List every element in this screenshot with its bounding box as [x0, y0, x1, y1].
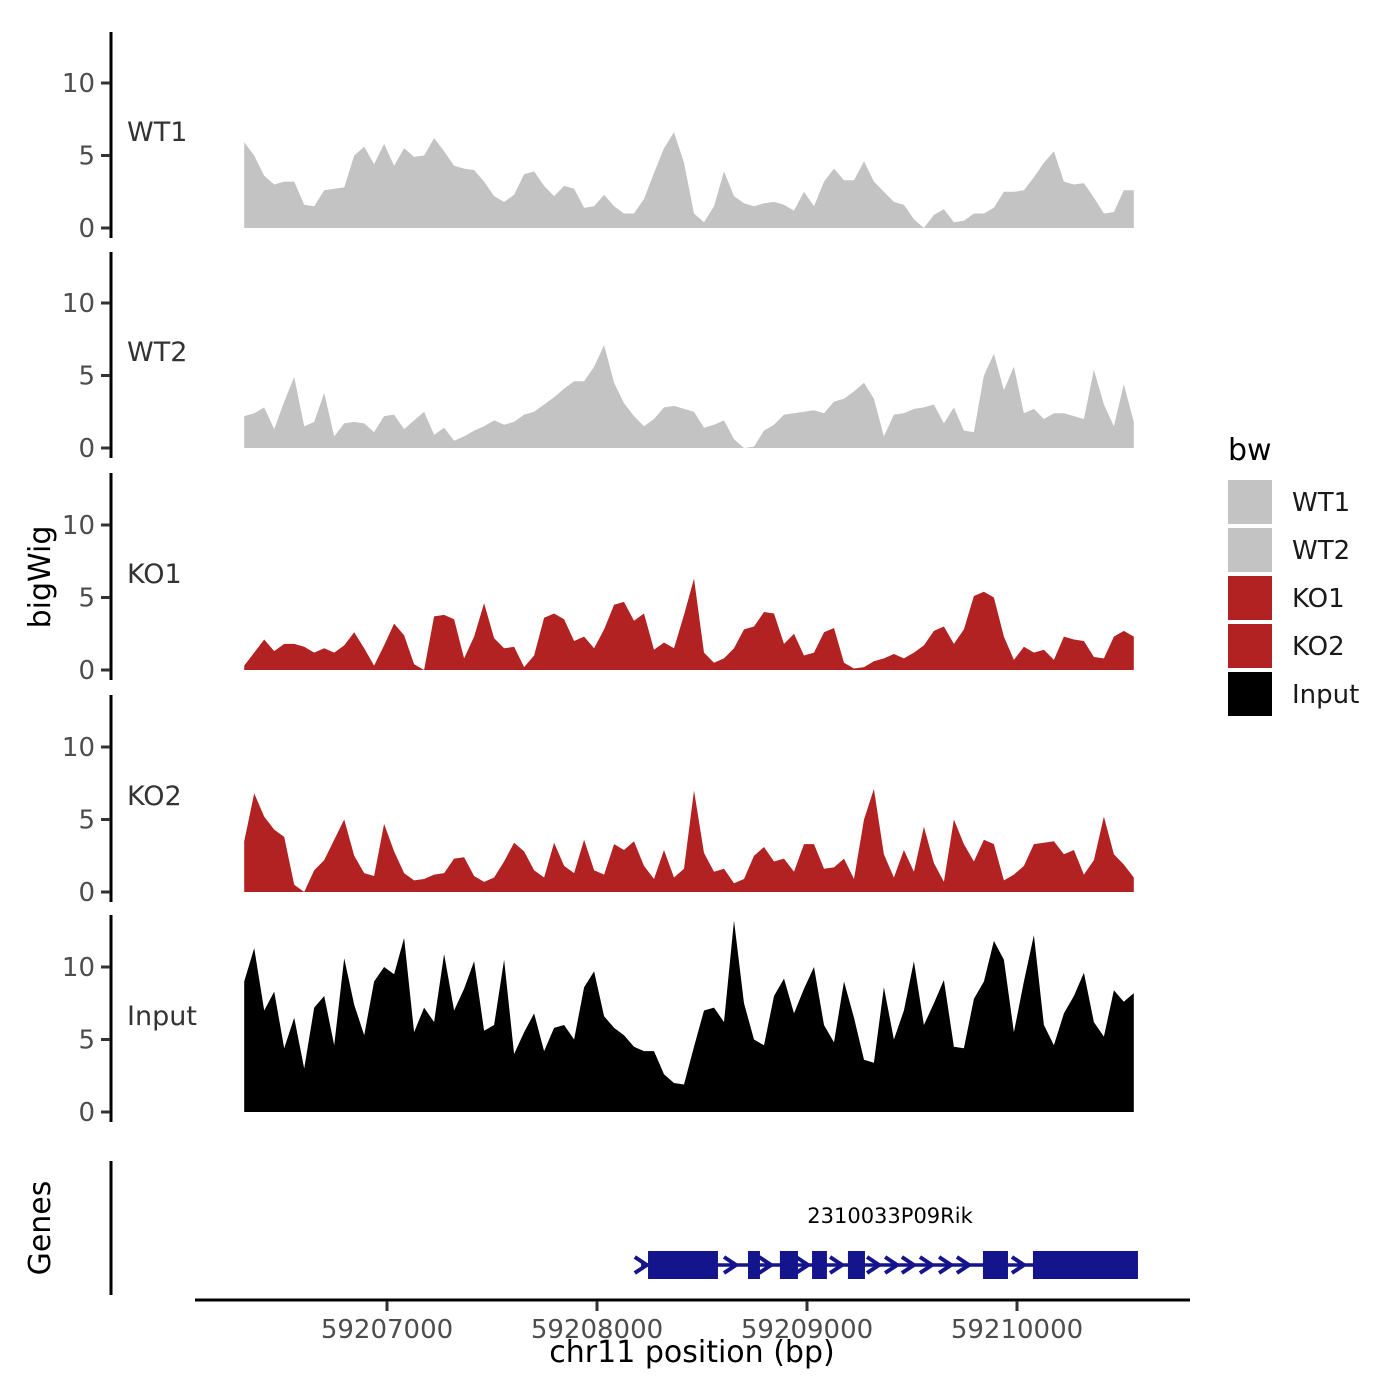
- track-input: 0 5 10 Input: [62, 915, 1134, 1128]
- x-axis-title: chr11 position (bp): [549, 1335, 834, 1370]
- strand-arrow-icon: [722, 1255, 740, 1275]
- coverage-area-ko1: [244, 578, 1134, 670]
- y-tick-label: 10: [62, 69, 95, 99]
- y-tick-label: 5: [78, 584, 95, 614]
- gene-exon: [812, 1251, 827, 1279]
- gene-exon: [982, 1251, 1008, 1279]
- strand-arrow-icon: [633, 1255, 651, 1275]
- legend-label: WT2: [1292, 536, 1350, 566]
- coverage-area-input: [244, 920, 1134, 1112]
- track-label-wt1: WT1: [127, 117, 187, 148]
- track-label-ko2: KO2: [127, 781, 182, 812]
- gene-name-label: 2310033P09Rik: [807, 1204, 973, 1228]
- legend-label: KO1: [1292, 584, 1345, 614]
- strand-arrow-icon: [918, 1255, 936, 1275]
- y-tick-label: 0: [78, 656, 95, 686]
- y-tick-label: 0: [78, 878, 95, 908]
- legend-label: WT1: [1292, 488, 1350, 518]
- y-tick-label: 0: [78, 214, 95, 244]
- strand-arrow-icon: [828, 1255, 846, 1275]
- strand-arrow-icon: [1010, 1255, 1028, 1275]
- track-label-ko1: KO1: [127, 559, 182, 590]
- track-ko1: 0 5 10 KO1: [62, 473, 1134, 686]
- legend-item-input: Input: [1228, 672, 1359, 716]
- gene-exon: [847, 1251, 865, 1279]
- legend-item-wt2: WT2: [1228, 528, 1350, 572]
- legend-swatch-ko1: [1228, 576, 1272, 620]
- coverage-area-ko2: [244, 789, 1134, 892]
- gene-exon: [1032, 1251, 1138, 1279]
- strand-arrow-icon: [883, 1255, 901, 1275]
- strand-arrow-icon: [955, 1255, 973, 1275]
- legend: WT1 WT2 KO1 KO2 Input: [1228, 480, 1359, 716]
- x-tick-label: 59210000: [951, 1315, 1083, 1345]
- y-axis-group-label-bigwig: bigWig: [23, 526, 58, 629]
- track-label-input: Input: [127, 1001, 197, 1032]
- strand-arrow-icon: [757, 1255, 775, 1275]
- x-tick-label: 59209000: [741, 1315, 873, 1345]
- track-wt1: 0 5 10 WT1: [62, 32, 1134, 244]
- coverage-tracks: 0 5 10 WT1 0 5 10 WT2 0 5 10 KO1 0 5 10 KO2 0 5 10 Input: [62, 32, 1134, 1128]
- gene-exon: [747, 1251, 760, 1279]
- y-tick-label: 5: [78, 806, 95, 836]
- x-axis: 59207000 59208000 59209000 59210000: [195, 1298, 1190, 1345]
- y-tick-label: 10: [62, 511, 95, 541]
- y-tick-label: 10: [62, 733, 95, 763]
- legend-swatch-wt1: [1228, 480, 1272, 524]
- gene-exon: [779, 1251, 798, 1279]
- coverage-area-wt2: [244, 345, 1134, 448]
- legend-swatch-wt2: [1228, 528, 1272, 572]
- y-tick-label: 0: [78, 1098, 95, 1128]
- legend-swatch-input: [1228, 672, 1272, 716]
- legend-label: KO2: [1292, 632, 1345, 662]
- y-axis-group-label-genes: Genes: [23, 1181, 58, 1276]
- x-tick-label: 59208000: [531, 1315, 663, 1345]
- x-tick-label: 59207000: [321, 1315, 453, 1345]
- track-label-wt2: WT2: [127, 337, 187, 368]
- coverage-area-wt1: [244, 132, 1134, 228]
- gene-exon: [648, 1251, 718, 1279]
- strand-arrow-icon: [865, 1255, 883, 1275]
- legend-label: Input: [1292, 680, 1359, 710]
- y-tick-label: 10: [62, 289, 95, 319]
- legend-item-ko2: KO2: [1228, 624, 1345, 668]
- strand-arrow-icon: [900, 1255, 918, 1275]
- legend-item-wt1: WT1: [1228, 480, 1350, 524]
- legend-title: bw: [1228, 433, 1272, 468]
- strand-arrow-icon: [937, 1255, 955, 1275]
- y-tick-label: 0: [78, 434, 95, 464]
- track-ko2: 0 5 10 KO2: [62, 695, 1134, 908]
- legend-swatch-ko2: [1228, 624, 1272, 668]
- y-tick-label: 5: [78, 1026, 95, 1056]
- legend-item-ko1: KO1: [1228, 576, 1345, 620]
- y-tick-label: 5: [78, 362, 95, 392]
- strand-arrow-icon: [794, 1255, 812, 1275]
- genes-track: [109, 1161, 1138, 1295]
- track-wt2: 0 5 10 WT2: [62, 252, 1134, 464]
- y-tick-label: 10: [62, 953, 95, 983]
- y-tick-label: 5: [78, 142, 95, 172]
